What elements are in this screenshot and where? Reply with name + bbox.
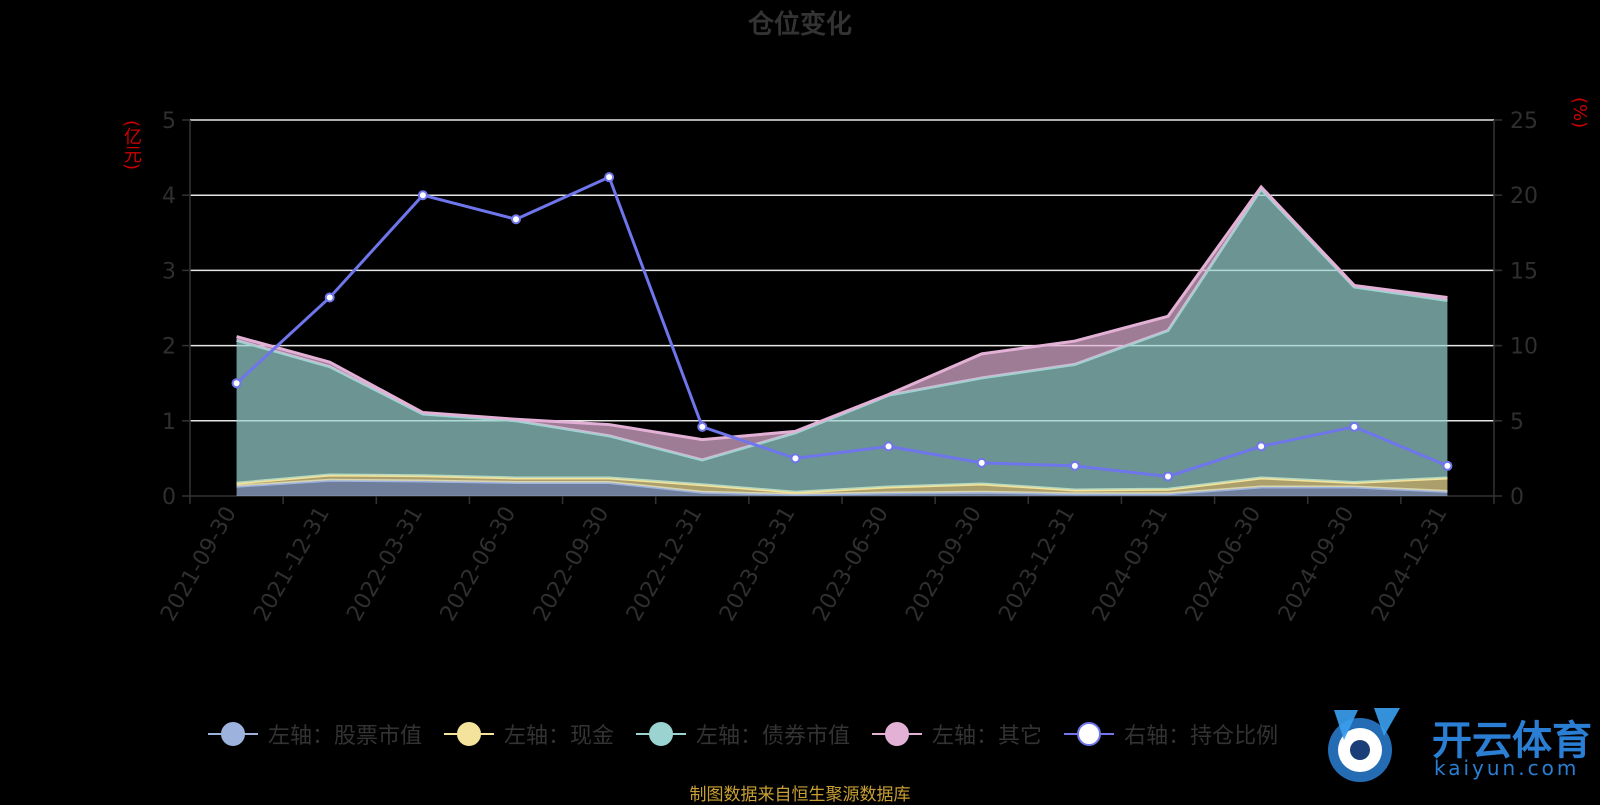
right-tick-label: 10 [1510, 335, 1538, 360]
legend-marker-ratio [1064, 721, 1115, 747]
watermark-text: 开云体育 [1432, 718, 1592, 764]
x-tick-label: 2022-09-30 [529, 503, 615, 626]
ratio-point [324, 292, 335, 303]
x-tick-label: 2024-06-30 [1181, 503, 1267, 626]
series-line-ratio [235, 175, 1449, 478]
right-tick-label: 20 [1510, 184, 1538, 209]
ratio-point [976, 457, 987, 468]
left-tick-label: 3 [162, 259, 176, 284]
x-tick-label: 2024-03-31 [1088, 503, 1174, 626]
right-tick-label: 0 [1510, 485, 1524, 510]
ratio-point [1163, 471, 1173, 482]
legend-marker-bond [636, 721, 687, 747]
x-tick-label: 2022-12-31 [622, 503, 708, 626]
watermark-domain: kaiyun.com [1434, 756, 1580, 780]
watermark-logo-icon [1328, 708, 1400, 782]
x-tick-label: 2022-06-30 [436, 503, 522, 626]
legend-item-other[interactable]: 左轴：其它 [872, 718, 1042, 750]
ratio-point [883, 441, 894, 452]
ratio-point [417, 190, 428, 201]
area-bond [236, 189, 1448, 493]
ratio-point [231, 378, 242, 389]
x-tick-label: 2021-12-31 [249, 503, 335, 626]
x-tick-label: 2023-09-30 [901, 503, 987, 626]
ratio-point [1349, 421, 1360, 432]
area-stock [236, 480, 1448, 496]
x-tick-label: 2024-12-31 [1367, 503, 1453, 626]
x-tick-label: 2023-03-31 [715, 503, 801, 626]
right-tick-label: 15 [1510, 259, 1538, 284]
chart-legend: 左轴：股票市值 左轴：现金 左轴：债券市值 左轴：其它 右轴：持仓比例 [208, 718, 1300, 750]
legend-label-cash: 左轴：现金 [504, 724, 615, 749]
x-tick-label: 2023-06-30 [808, 503, 894, 626]
legend-marker-other [872, 721, 923, 747]
chart-title: 仓位变化 [747, 10, 852, 40]
left-tick-label: 1 [162, 410, 176, 435]
x-tick-label: 2024-09-30 [1274, 503, 1360, 626]
legend-label-ratio: 右轴：持仓比例 [1124, 724, 1279, 749]
legend-item-stock[interactable]: 左轴：股票市值 [208, 718, 422, 750]
series-line-other [236, 184, 1448, 442]
right-tick-label: 25 [1510, 109, 1538, 134]
x-tick-label: 2022-03-31 [342, 503, 428, 626]
left-tick-label: 2 [162, 335, 176, 360]
data-source-note: 制图数据来自恒生聚源数据库 [689, 785, 911, 805]
left-axis-unit: (亿元) [121, 120, 142, 171]
ratio-point [790, 453, 801, 464]
legend-item-ratio[interactable]: 右轴：持仓比例 [1064, 718, 1278, 750]
ratio-point [511, 214, 521, 225]
left-tick-label: 4 [162, 184, 176, 209]
right-tick-label: 5 [1510, 410, 1524, 435]
legend-marker-cash [444, 721, 495, 747]
legend-item-bond[interactable]: 左轴：债券市值 [636, 718, 850, 750]
ratio-point [1256, 441, 1267, 452]
x-tick-label: 2021-09-30 [156, 503, 242, 626]
left-tick-label: 5 [162, 109, 176, 134]
ratio-point [697, 421, 708, 432]
left-tick-label: 0 [162, 485, 176, 510]
x-tick-label: 2023-12-31 [994, 503, 1080, 626]
legend-label-other: 左轴：其它 [932, 724, 1043, 749]
legend-label-stock: 左轴：股票市值 [268, 724, 423, 749]
legend-marker-stock [208, 721, 258, 747]
ratio-point [1442, 460, 1453, 471]
ratio-point [1069, 460, 1080, 471]
right-axis-unit: (%) [1569, 97, 1590, 129]
ratio-point [604, 172, 615, 183]
legend-item-cash[interactable]: 左轴：现金 [444, 718, 614, 750]
legend-label-bond: 左轴：债券市值 [696, 724, 851, 749]
